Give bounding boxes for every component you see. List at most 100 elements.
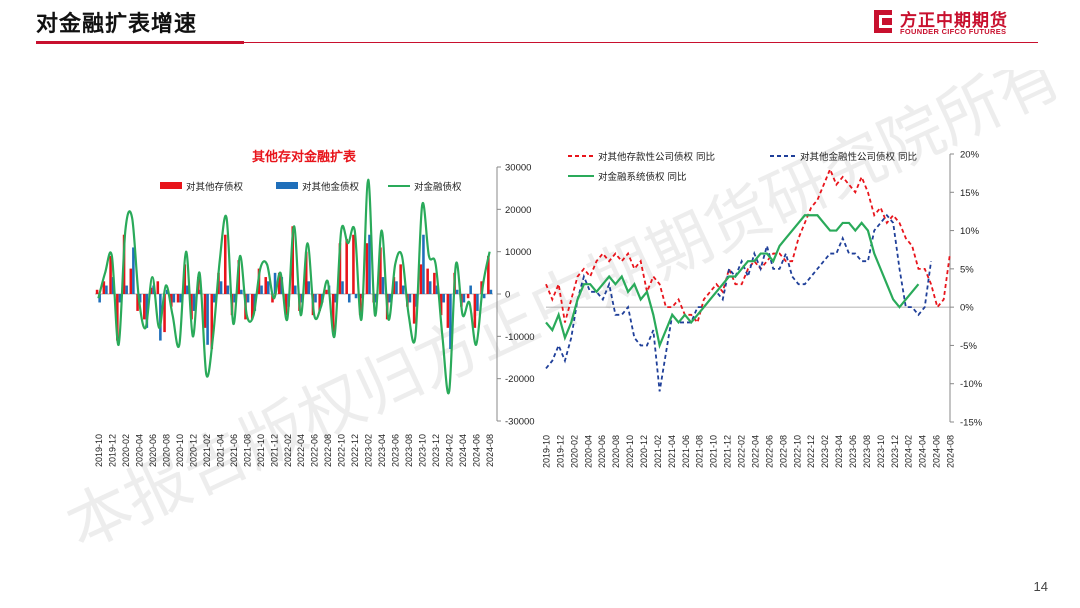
right-x-tick-label: 2023-10 [876,435,886,468]
right-x-tick-label: 2019-10 [542,435,552,468]
series-line [545,166,951,325]
bar [136,294,139,311]
bar [435,285,439,294]
right-x-tick-label: 2022-02 [737,435,747,468]
bar [379,247,382,294]
bar [250,294,254,320]
right-x-tick-label: 2024-02 [904,435,914,468]
bar [426,268,429,294]
left-x-tick-label: 2023-10 [418,434,428,467]
bar [291,226,294,294]
right-x-tick-label: 2021-04 [667,435,677,468]
left-x-tick-label: 2023-06 [391,434,401,467]
bar [442,294,445,303]
right-x-tick-label: 2020-06 [597,435,607,468]
left-x-tick-label: 2023-08 [404,434,414,467]
right-x-tick-label: 2022-10 [792,435,802,468]
right-legend-label: 对金融系统债权 同比 [598,171,687,183]
bar [469,285,472,294]
bar [381,277,385,294]
title-underline [36,41,244,44]
bar [271,294,274,303]
right-x-tick-label: 2020-12 [639,435,649,468]
left-legend-label: 对其他金债权 [302,181,360,193]
left-x-tick-label: 2022-08 [323,434,333,467]
bar [433,272,436,294]
bar [233,294,236,303]
bar [170,294,173,307]
right-y-tick-label: -10% [960,379,983,390]
left-x-tick-label: 2020-12 [188,434,198,467]
left-x-tick-label: 2022-10 [337,434,347,467]
bar [318,294,321,311]
left-x-tick-label: 2021-02 [202,434,212,467]
bar [314,294,317,303]
left-x-tick-label: 2022-04 [296,434,306,467]
right-x-tick-label: 2021-02 [653,435,663,468]
bar [260,285,263,294]
left-y-tick-label: -10000 [505,332,535,343]
bar [428,281,432,294]
bar [449,294,452,350]
bar [439,294,443,316]
right-x-tick-label: 2021-08 [695,435,705,468]
left-x-tick-label: 2023-04 [377,434,387,467]
left-x-tick-label: 2021-10 [256,434,266,467]
bar [354,294,358,299]
right-x-tick-label: 2022-12 [806,435,816,468]
bar [206,294,209,345]
bar [347,294,351,303]
right-y-tick-label: 10% [960,226,980,237]
bar [264,277,268,294]
bar [102,281,106,294]
bar [365,243,369,294]
left-x-tick-label: 2021-08 [242,434,252,467]
bar [186,285,189,294]
bar [149,287,153,294]
left-y-tick-label: 10000 [505,247,531,258]
bar [482,294,486,299]
bar [473,294,477,328]
header-divider [244,42,1038,43]
left-x-tick-label: 2022-02 [283,434,293,467]
right-legend-label: 对其他存款性公司债权 同比 [598,151,715,163]
right-y-tick-label: 20% [960,150,980,161]
bar [476,294,479,311]
bar [156,281,160,294]
bar [98,294,101,303]
left-x-tick-label: 2021-04 [215,434,225,467]
right-x-tick-label: 2024-06 [932,435,942,468]
bar [203,294,207,328]
bar [246,294,250,303]
right-x-tick-label: 2023-02 [820,435,830,468]
bar [408,294,412,303]
left-y-tick-label: 20000 [505,205,531,216]
right-y-tick-label: -15% [960,418,983,429]
bar [304,251,308,294]
bar [129,268,133,294]
right-x-tick-label: 2021-06 [681,435,691,468]
bar [395,281,398,294]
bar [446,294,450,328]
bar [226,285,230,294]
bar [172,294,176,303]
left-chart: 其他存对金融扩表 30000 20000 10000 0 -10000 -20000 -300… [94,149,535,467]
right-y-tick-label: 5% [960,264,974,275]
bar [455,289,459,294]
left-x-tick-label: 2023-12 [431,434,441,467]
left-x-tick-label: 2020-02 [121,434,131,467]
left-x-tick-label: 2020-06 [148,434,158,467]
right-x-tick-label: 2020-04 [583,435,593,468]
bar [143,294,146,320]
bar [125,285,128,294]
right-x-tick-label: 2023-06 [848,435,858,468]
left-x-tick-label: 2022-06 [310,434,320,467]
left-x-tick-label: 2024-02 [445,434,455,467]
logo-subtitle: FOUNDER CIFCO FUTURES [900,27,1007,36]
left-y-tick-label: 0 [505,290,510,301]
left-x-tick-label: 2020-04 [134,434,144,467]
right-x-tick-label: 2024-04 [918,435,928,468]
brand-logo: 方正中期期货 FOUNDER CIFCO FUTURES [870,6,1050,38]
bar [179,294,182,303]
left-chart-title: 其他存对金融扩表 [252,149,357,165]
